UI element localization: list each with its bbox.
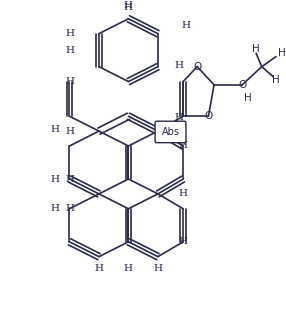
Text: H: H bbox=[124, 1, 133, 10]
Text: O: O bbox=[204, 111, 212, 121]
Text: H: H bbox=[252, 44, 260, 54]
Text: H: H bbox=[124, 264, 133, 273]
Text: O: O bbox=[238, 80, 246, 90]
Text: H: H bbox=[179, 237, 188, 246]
Text: H: H bbox=[182, 21, 190, 30]
Text: H: H bbox=[179, 141, 188, 150]
Text: H: H bbox=[124, 3, 133, 12]
Text: H: H bbox=[174, 113, 183, 122]
Text: H: H bbox=[65, 127, 74, 136]
Text: H: H bbox=[65, 77, 74, 86]
Text: H: H bbox=[94, 264, 104, 273]
Text: H: H bbox=[153, 264, 162, 273]
FancyBboxPatch shape bbox=[155, 121, 186, 143]
Text: H: H bbox=[244, 93, 252, 103]
Text: H: H bbox=[65, 175, 74, 184]
Text: H: H bbox=[174, 61, 183, 70]
Text: H: H bbox=[51, 204, 60, 213]
Text: H: H bbox=[277, 49, 285, 59]
Text: H: H bbox=[65, 29, 74, 38]
Text: O: O bbox=[193, 62, 201, 72]
Text: H: H bbox=[65, 46, 74, 55]
Text: H: H bbox=[51, 175, 60, 184]
Text: H: H bbox=[179, 189, 188, 198]
Text: H: H bbox=[51, 125, 60, 134]
Text: H: H bbox=[272, 75, 280, 85]
Text: H: H bbox=[65, 204, 74, 213]
Text: Abs: Abs bbox=[162, 127, 180, 137]
